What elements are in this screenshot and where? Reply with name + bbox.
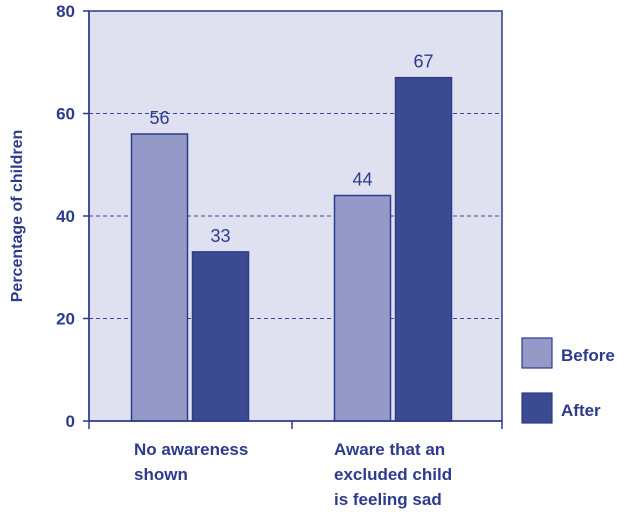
bars xyxy=(130,76,453,422)
axes xyxy=(83,10,503,429)
legend-swatch xyxy=(521,337,553,369)
y-tick-label: 0 xyxy=(66,412,75,431)
legend-swatch xyxy=(521,392,553,424)
legend-label: After xyxy=(561,401,601,420)
bar xyxy=(333,194,392,422)
y-axis-label: Percentage of children xyxy=(9,130,26,303)
legend: Before After xyxy=(521,337,615,424)
x-tick-label: excluded child xyxy=(334,465,452,484)
labels: 56 44 33 67 0 20 40 60 80 No awareness shown Aware … xyxy=(9,2,452,509)
x-tick-label: is feeling sad xyxy=(334,490,442,509)
data-label: 44 xyxy=(352,170,372,190)
data-label: 33 xyxy=(210,226,230,246)
data-label: 56 xyxy=(149,108,169,128)
x-tick-label: No awareness xyxy=(134,440,248,459)
x-tick-label: Aware that an xyxy=(334,440,445,459)
y-tick-label: 80 xyxy=(56,2,75,21)
bar xyxy=(394,76,453,422)
y-tick-label: 40 xyxy=(56,207,75,226)
legend-label: Before xyxy=(561,346,615,365)
data-label: 67 xyxy=(413,52,433,72)
bar xyxy=(130,133,189,422)
x-tick-label: shown xyxy=(134,465,188,484)
y-tick-label: 60 xyxy=(56,105,75,124)
y-tick-label: 20 xyxy=(56,310,75,329)
bar xyxy=(191,251,250,422)
